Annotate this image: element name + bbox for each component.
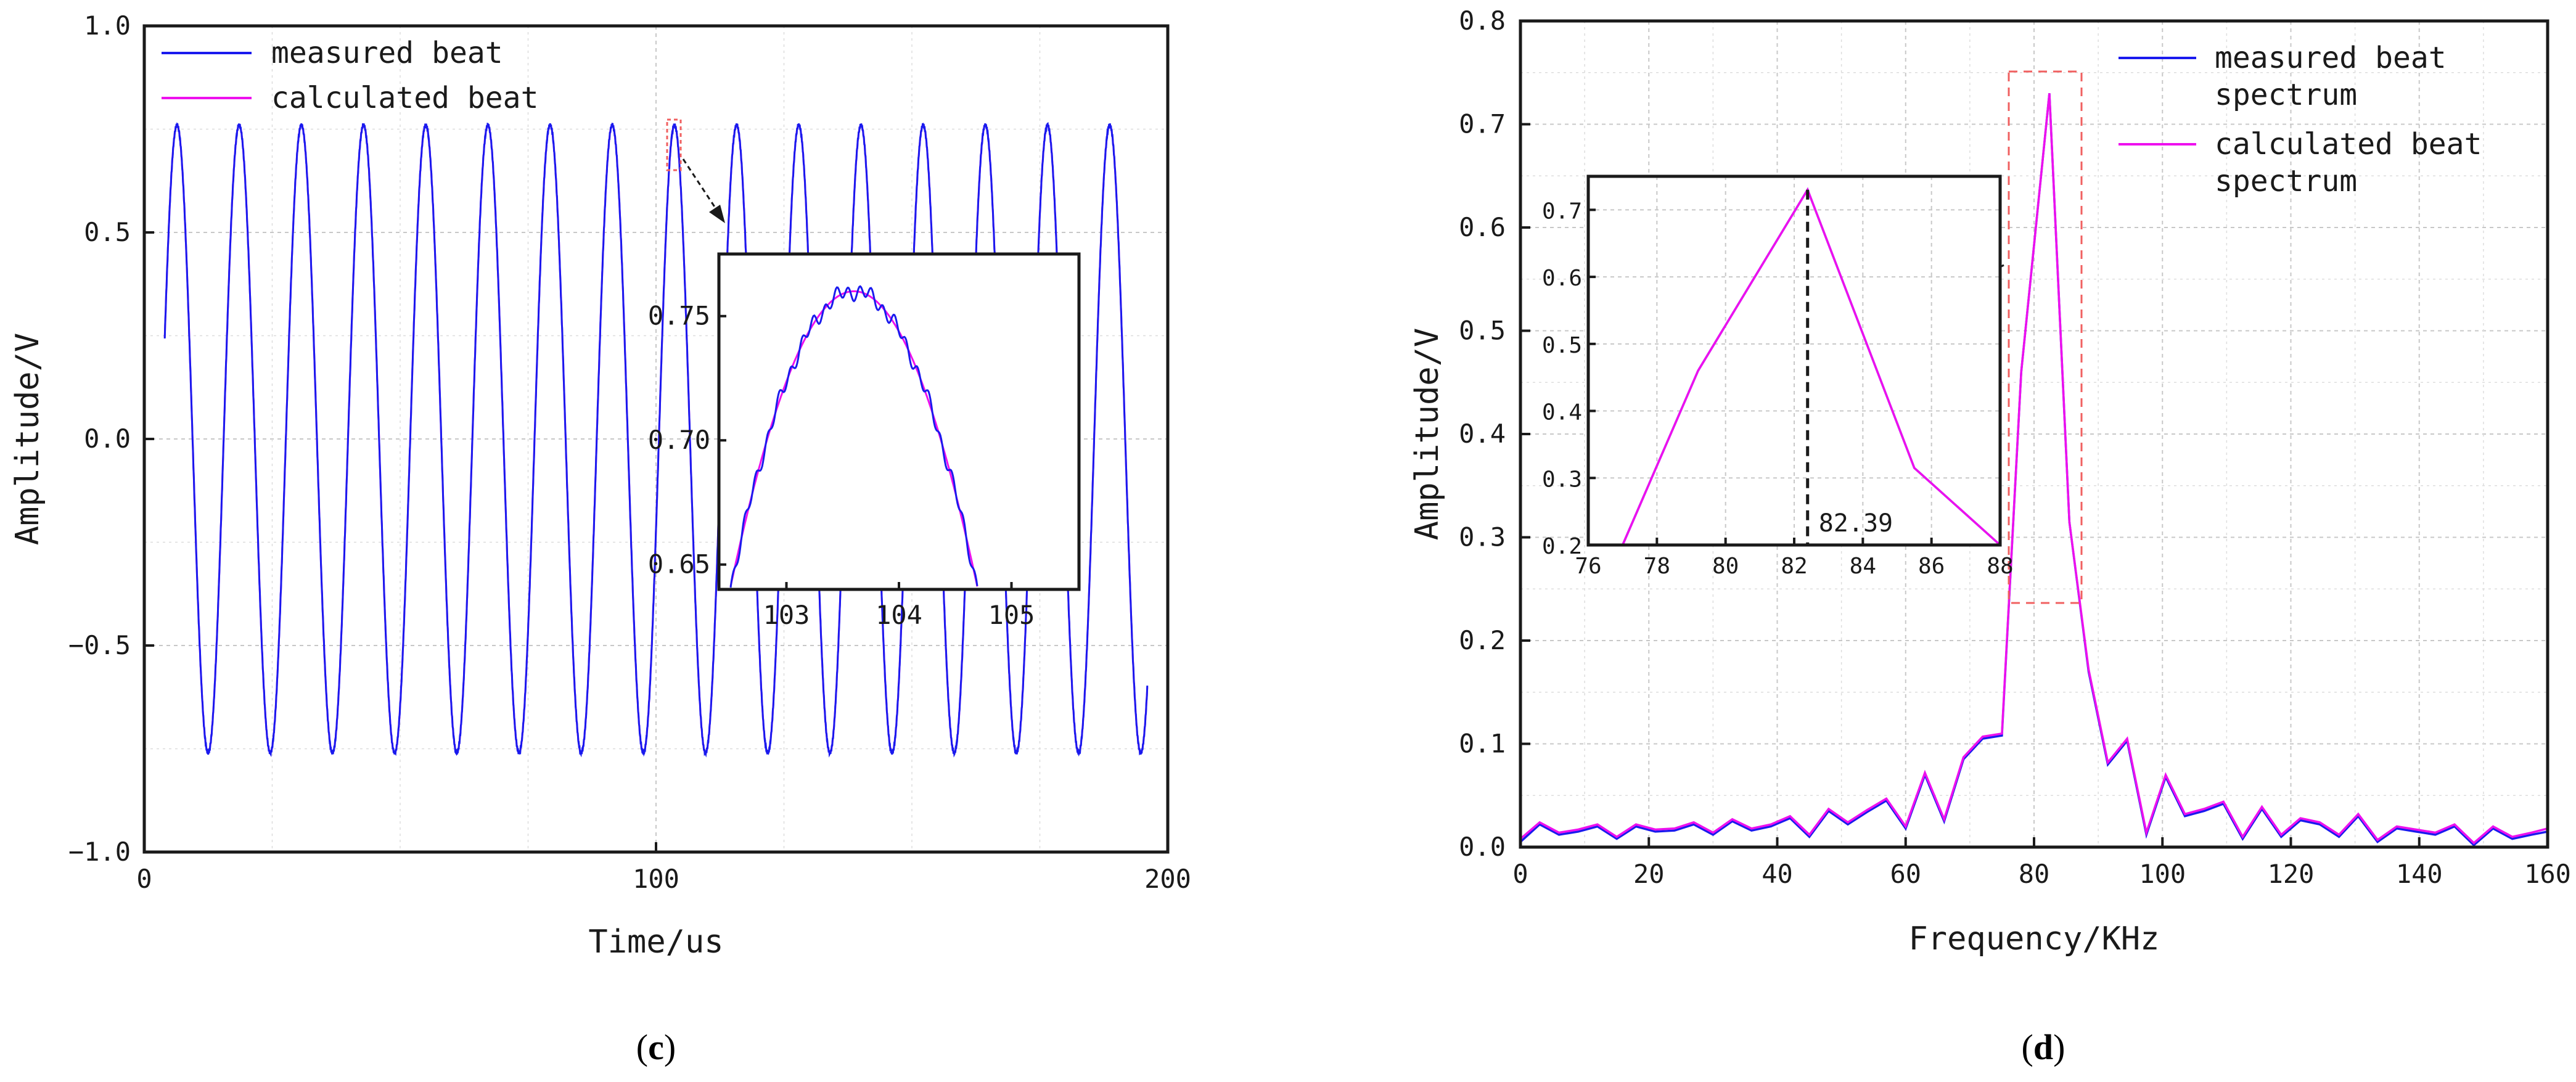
c-panel-label-open: ( <box>636 1027 648 1067</box>
d-xtick-label-6: 120 <box>2268 859 2315 889</box>
c-ytick-label-3: 0.5 <box>84 217 131 247</box>
d-xtick-label-3: 60 <box>1890 859 1921 889</box>
d-xtick-label-2: 40 <box>1762 859 1793 889</box>
d-series <box>1519 93 2548 847</box>
d-inset-ytick-label-2: 0.4 <box>1542 400 1582 425</box>
panel-c: 0 100 200 −1.0 −0.5 0.0 0.5 1.0 Time/us Amplit… <box>9 10 1191 1067</box>
d-inset-peak-label: 82.39 <box>1819 509 1893 538</box>
d-inset-xtick-label-6: 88 <box>1987 554 2013 579</box>
d-ytick-label-1: 0.1 <box>1459 729 1506 759</box>
d-inset-xtick-label-1: 78 <box>1644 554 1670 579</box>
d-inset-y-tick-labels: 0.2 0.3 0.4 0.5 0.6 0.7 <box>1542 199 1582 559</box>
c-inset-xtick-label-0: 103 <box>763 600 810 630</box>
d-ytick-label-5: 0.5 <box>1459 316 1506 346</box>
d-x-axis-label: Frequency/KHz <box>1909 920 2160 957</box>
d-inset-calculated-line <box>1622 187 2001 546</box>
c-panel-label-letter: c <box>648 1027 664 1067</box>
c-ytick-label-1: −0.5 <box>68 630 131 660</box>
c-panel-label-close: ) <box>664 1027 676 1067</box>
d-inset-ytick-label-0: 0.2 <box>1542 534 1582 559</box>
panel-d: 0 20 40 60 80 100 120 140 160 0.0 0.1 0.2 0.3 0.4 0.5… <box>1409 6 2571 1067</box>
d-inset-xtick-label-5: 86 <box>1918 554 1945 579</box>
d-xtick-label-7: 140 <box>2396 859 2443 889</box>
c-measured-beat-line <box>163 122 1149 758</box>
c-inset: 103 104 105 0.65 0.70 0.75 <box>648 252 1081 630</box>
c-inset-background <box>719 254 1079 589</box>
d-inset-ytick-label-5: 0.7 <box>1542 199 1582 224</box>
c-zoom-arrow-head <box>709 205 725 223</box>
c-inset-ytick-label-0: 0.65 <box>648 549 710 580</box>
d-xtick-label-5: 100 <box>2139 859 2186 889</box>
c-xtick-label-2: 200 <box>1144 864 1191 894</box>
d-legend-label-calculated-line1: calculated beat <box>2215 127 2482 162</box>
d-inset-tick-marks <box>1587 208 2001 546</box>
d-inset-ytick-label-1: 0.3 <box>1542 467 1582 492</box>
c-inset-xtick-label-2: 105 <box>988 600 1035 630</box>
c-zoom-arrow <box>682 158 720 214</box>
c-inset-x-tick-labels: 103 104 105 <box>763 600 1035 630</box>
d-tick-marks <box>1519 20 2549 848</box>
c-inset-calculated-line <box>729 290 978 587</box>
d-legend: measured beat spectrum calculated beat s… <box>2119 41 2482 199</box>
d-ytick-label-2: 0.2 <box>1459 625 1506 655</box>
c-ytick-label-0: −1.0 <box>68 837 131 867</box>
d-zoom-region-box <box>2008 70 2083 604</box>
c-inset-tick-marks <box>719 314 1013 589</box>
d-xtick-label-4: 80 <box>2019 859 2050 889</box>
d-legend-label-measured-line1: measured beat <box>2215 41 2447 75</box>
d-panel-label-letter: d <box>2033 1027 2053 1067</box>
d-inset-ytick-label-3: 0.5 <box>1542 333 1582 358</box>
d-inset-xtick-label-0: 76 <box>1575 554 1601 579</box>
d-ytick-label-3: 0.3 <box>1459 522 1506 552</box>
d-legend-label-measured-line2: spectrum <box>2215 78 2357 112</box>
c-legend: measured beat calculated beat <box>162 36 538 115</box>
c-tick-marks <box>143 25 1169 853</box>
d-inset: 82.39 76 78 80 82 84 86 88 0.2 0.3 0.4 0.5 0.6 0.7 <box>1542 174 2014 579</box>
d-legend-label-calculated-line2: spectrum <box>2215 164 2357 199</box>
d-xtick-label-1: 20 <box>1633 859 1665 889</box>
c-ytick-label-2: 0.0 <box>84 424 131 454</box>
c-inset-xtick-label-1: 104 <box>876 600 922 630</box>
c-xtick-label-0: 0 <box>136 864 152 894</box>
c-inset-ytick-label-2: 0.75 <box>648 301 710 331</box>
d-panel-label-close: ) <box>2053 1027 2065 1067</box>
d-inset-gridlines <box>1588 176 2000 545</box>
c-inset-measured-line <box>729 285 978 588</box>
d-y-tick-labels: 0.0 0.1 0.2 0.3 0.4 0.5 0.6 0.7 0.8 <box>1459 6 1506 862</box>
d-ytick-label-4: 0.4 <box>1459 419 1506 449</box>
d-x-tick-labels: 0 20 40 60 80 100 120 140 160 <box>1512 859 2571 889</box>
d-panel-label-open: ( <box>2022 1027 2033 1067</box>
c-inset-ytick-label-1: 0.70 <box>648 425 710 455</box>
d-ytick-label-7: 0.7 <box>1459 109 1506 139</box>
d-xtick-label-8: 160 <box>2524 859 2571 889</box>
d-ytick-label-8: 0.8 <box>1459 6 1506 36</box>
c-ytick-label-4: 1.0 <box>84 10 131 41</box>
d-panel-label: (d) <box>2022 1027 2065 1067</box>
c-x-tick-labels: 0 100 200 <box>136 864 1191 894</box>
d-inset-x-tick-labels: 76 78 80 82 84 86 88 <box>1575 554 2013 579</box>
d-ytick-label-0: 0.0 <box>1459 832 1506 862</box>
c-xtick-label-1: 100 <box>633 864 679 894</box>
c-y-tick-labels: −1.0 −0.5 0.0 0.5 1.0 <box>68 10 131 867</box>
d-xtick-label-0: 0 <box>1512 859 1528 889</box>
d-inset-xtick-label-3: 82 <box>1781 554 1807 579</box>
c-panel-label: (c) <box>636 1027 676 1067</box>
d-inset-xtick-label-4: 84 <box>1850 554 1876 579</box>
d-ytick-label-6: 0.6 <box>1459 212 1506 242</box>
d-calculated-spectrum-line <box>1519 93 2548 845</box>
c-series <box>163 122 1149 758</box>
d-inset-ytick-label-4: 0.6 <box>1542 266 1582 291</box>
c-legend-label-calculated: calculated beat <box>271 81 538 115</box>
c-zoom-region-box <box>666 118 682 171</box>
c-y-axis-label: Amplitude/V <box>9 333 46 545</box>
c-legend-label-measured: measured beat <box>271 36 503 70</box>
c-inset-y-tick-labels: 0.65 0.70 0.75 <box>648 301 710 580</box>
d-y-axis-label: Amplitude/V <box>1409 328 1446 540</box>
d-inset-xtick-label-2: 80 <box>1712 554 1739 579</box>
c-x-axis-label: Time/us <box>588 924 723 961</box>
